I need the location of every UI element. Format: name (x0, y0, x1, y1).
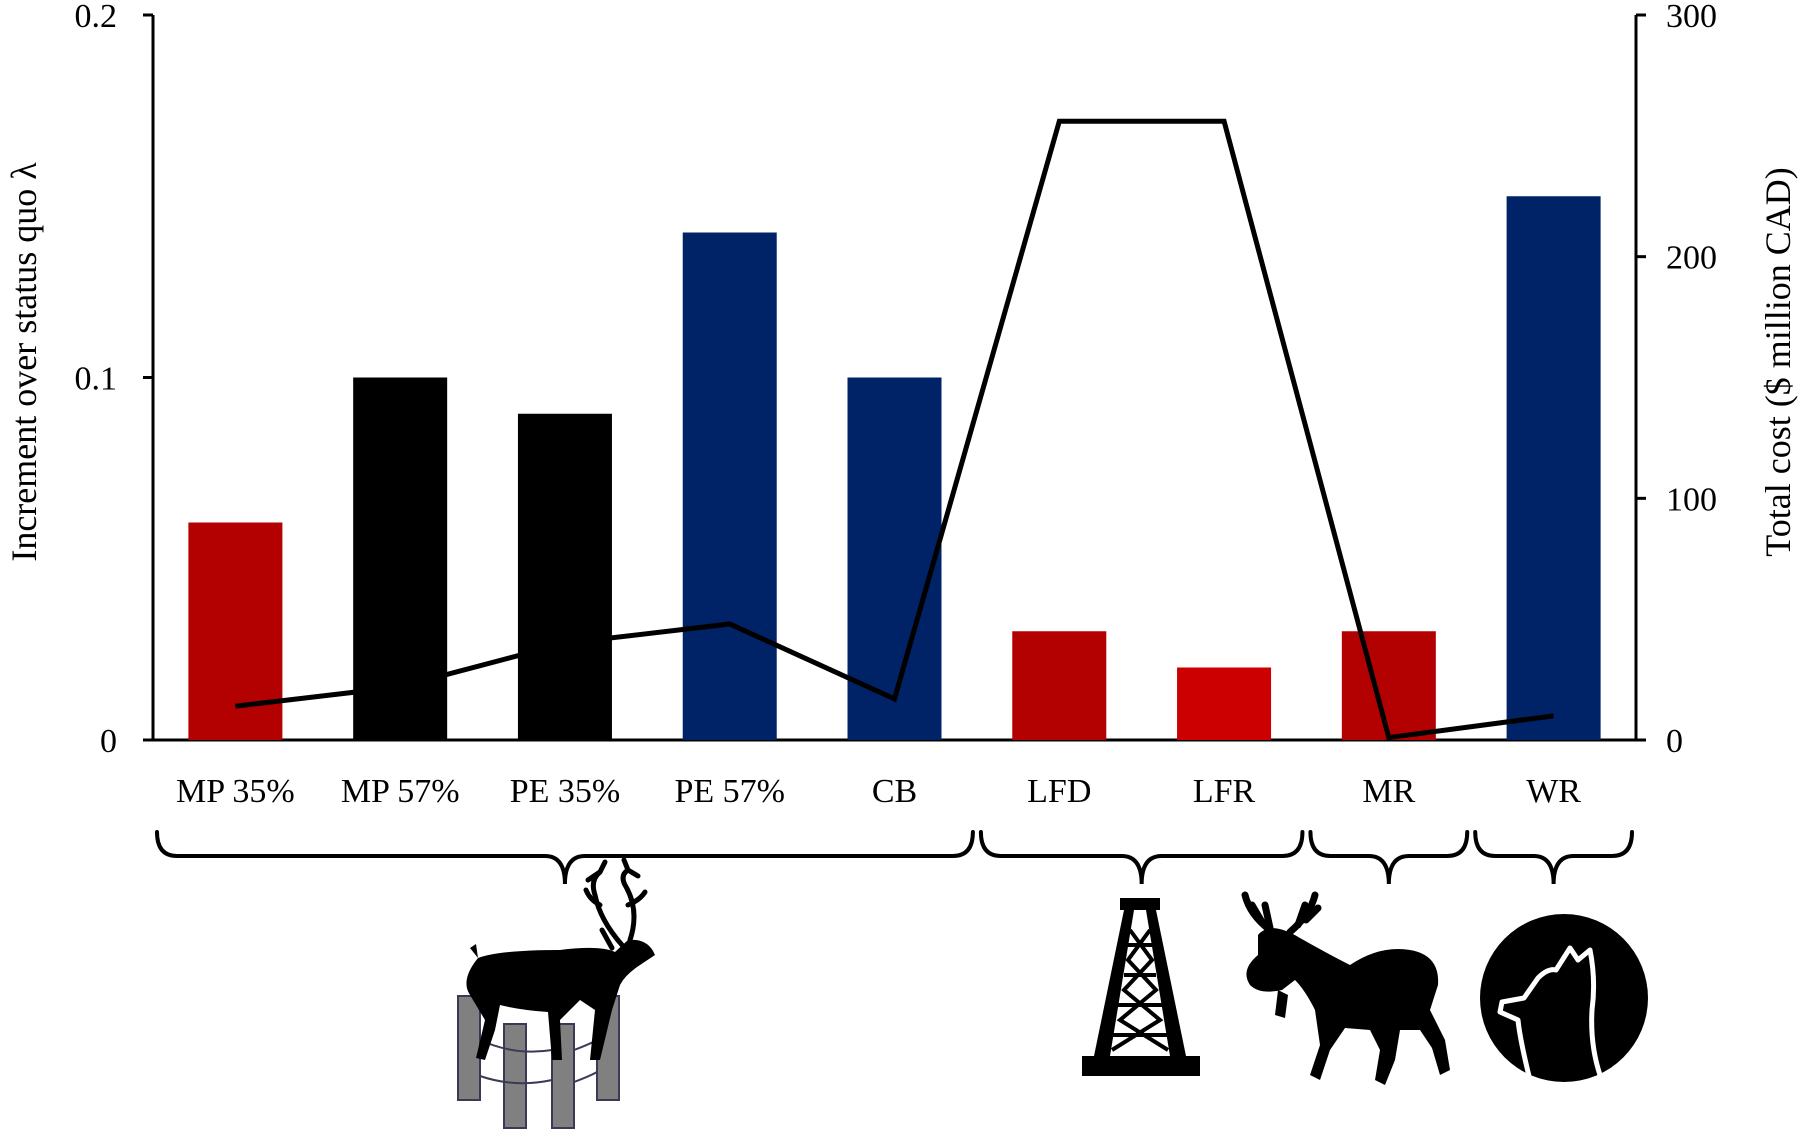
cost-line (235, 118, 1554, 741)
caribou-fence-icon (457, 857, 655, 1129)
y2-axis-title: Total cost ($ million CAD) (1758, 167, 1798, 556)
y-tick-label: 0.1 (75, 361, 118, 398)
group-brace (1308, 830, 1470, 885)
group-brace (1473, 830, 1634, 885)
y-axis-title: Increment over status quo λ (4, 162, 44, 562)
bar (682, 232, 777, 740)
bar (188, 522, 283, 740)
y2-tick-label: 300 (1666, 0, 1717, 35)
oil-derrick-icon (1082, 898, 1200, 1076)
howling-wolf-icon (1480, 914, 1648, 1082)
group-brace (155, 830, 975, 885)
category-label: LFD (1027, 773, 1091, 810)
y2-tick-label: 200 (1666, 240, 1717, 277)
group-brace (978, 830, 1305, 885)
bar (847, 377, 942, 740)
bar (1012, 631, 1107, 740)
bar (1341, 631, 1436, 740)
category-label: MP 57% (341, 773, 460, 810)
bar (1506, 196, 1601, 740)
y2-tick-label: 100 (1666, 481, 1717, 518)
category-label: MP 35% (176, 773, 295, 810)
bar (1177, 667, 1272, 740)
y-tick-label: 0 (100, 723, 117, 760)
category-label: CB (872, 773, 917, 810)
category-label: LFR (1193, 773, 1256, 810)
category-label: WR (1526, 773, 1581, 810)
moose-icon (1241, 891, 1450, 1085)
category-label: MR (1362, 773, 1415, 810)
y2-tick-label: 0 (1666, 723, 1683, 760)
category-label: PE 35% (510, 773, 621, 810)
y-tick-label: 0.2 (75, 0, 118, 35)
category-label: PE 57% (674, 773, 785, 810)
bar (517, 413, 612, 740)
